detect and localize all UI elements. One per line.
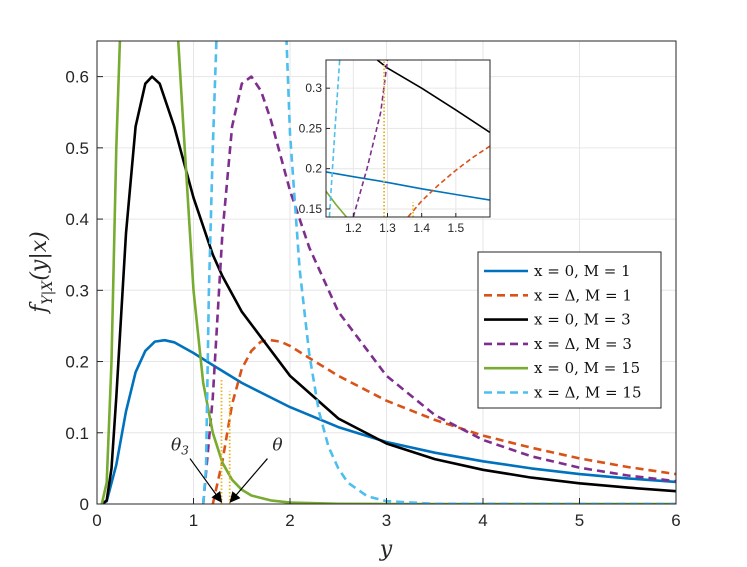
x-tick-label: 0 xyxy=(92,511,101,530)
x-tick-label: 1 xyxy=(189,511,198,530)
inset-plot: 1.2 1.3 1.4 1.5 0.15 0.2 0.25 0.3 xyxy=(299,59,491,235)
inset-y-tick-label: 0.15 xyxy=(299,202,323,216)
legend-label: x = 0, M = 3 xyxy=(534,311,631,329)
inset-y-tick-label: 0.2 xyxy=(305,162,322,176)
inset-x-tick-label: 1.3 xyxy=(379,221,396,235)
y-tick-label: 0.1 xyxy=(65,424,89,443)
y-tick-label: 0.2 xyxy=(65,353,89,372)
inset-series-line-2 xyxy=(407,145,490,217)
x-tick-label: 6 xyxy=(671,511,680,530)
y-tick-label: 0.6 xyxy=(65,68,89,87)
x-tick-label: 3 xyxy=(382,511,391,530)
inset-series-group xyxy=(326,60,490,217)
annotation-arrow xyxy=(229,458,268,503)
y-tick-label: 0.3 xyxy=(65,281,89,300)
legend-label: x = Δ, M = 15 xyxy=(534,384,641,402)
inset-background xyxy=(326,60,490,217)
inset-series-line-1 xyxy=(326,171,490,201)
x-tick-label: 4 xyxy=(478,511,487,530)
series-line-1 xyxy=(101,338,676,504)
legend-label: x = 0, M = 1 xyxy=(534,262,631,280)
y-tick-label: 0 xyxy=(80,495,89,514)
series-line-4 xyxy=(201,75,676,504)
main-series-group xyxy=(100,41,676,504)
inset-axes-box xyxy=(325,59,491,218)
legend-label: x = Δ, M = 1 xyxy=(534,286,632,304)
series-line-2 xyxy=(211,338,676,504)
y-tick-label: 0.4 xyxy=(65,210,89,229)
inset-grid xyxy=(326,60,490,217)
inset-series-line-6 xyxy=(328,60,341,217)
inset-y-tick-label: 0.3 xyxy=(305,81,322,95)
annotations: θ3 θ xyxy=(171,436,283,503)
series-line-6 xyxy=(201,41,676,504)
legend-label: x = 0, M = 15 xyxy=(534,359,640,377)
legend-box xyxy=(477,251,662,409)
annotation-label: θ3 xyxy=(171,436,189,458)
inset-x-tick-label: 1.2 xyxy=(345,221,362,235)
annotation-arrow xyxy=(189,458,223,503)
svg-text:fY|X(y|x): fY|X(y|x) xyxy=(27,231,56,315)
inset-x-tick-label: 1.4 xyxy=(413,221,430,235)
x-axis-label: y xyxy=(379,537,393,562)
inset-series-line-4 xyxy=(352,60,389,217)
inset-y-tick-label: 0.25 xyxy=(299,121,323,135)
legend-label: x = Δ, M = 3 xyxy=(534,335,632,353)
inset-ticks: 1.2 1.3 1.4 1.5 0.15 0.2 0.25 0.3 xyxy=(299,81,465,235)
y-axis-label: fY|X(y|x) xyxy=(27,231,56,315)
x-tick-label: 2 xyxy=(285,511,294,530)
x-tick-label: 5 xyxy=(575,511,584,530)
inset-series-line-5 xyxy=(326,190,348,217)
series-line-3 xyxy=(101,75,676,504)
main-ticks: 0 1 2 3 4 5 6 0 0.1 0.2 0.3 0.4 0.5 0.6 xyxy=(65,68,680,530)
legend: x = 0, M = 1 x = Δ, M = 1 x = 0, M = 3 x = … xyxy=(477,251,662,409)
y-tick-label: 0.5 xyxy=(65,139,89,158)
annotation-label: θ xyxy=(272,436,282,456)
inset-x-tick-label: 1.5 xyxy=(447,221,464,235)
